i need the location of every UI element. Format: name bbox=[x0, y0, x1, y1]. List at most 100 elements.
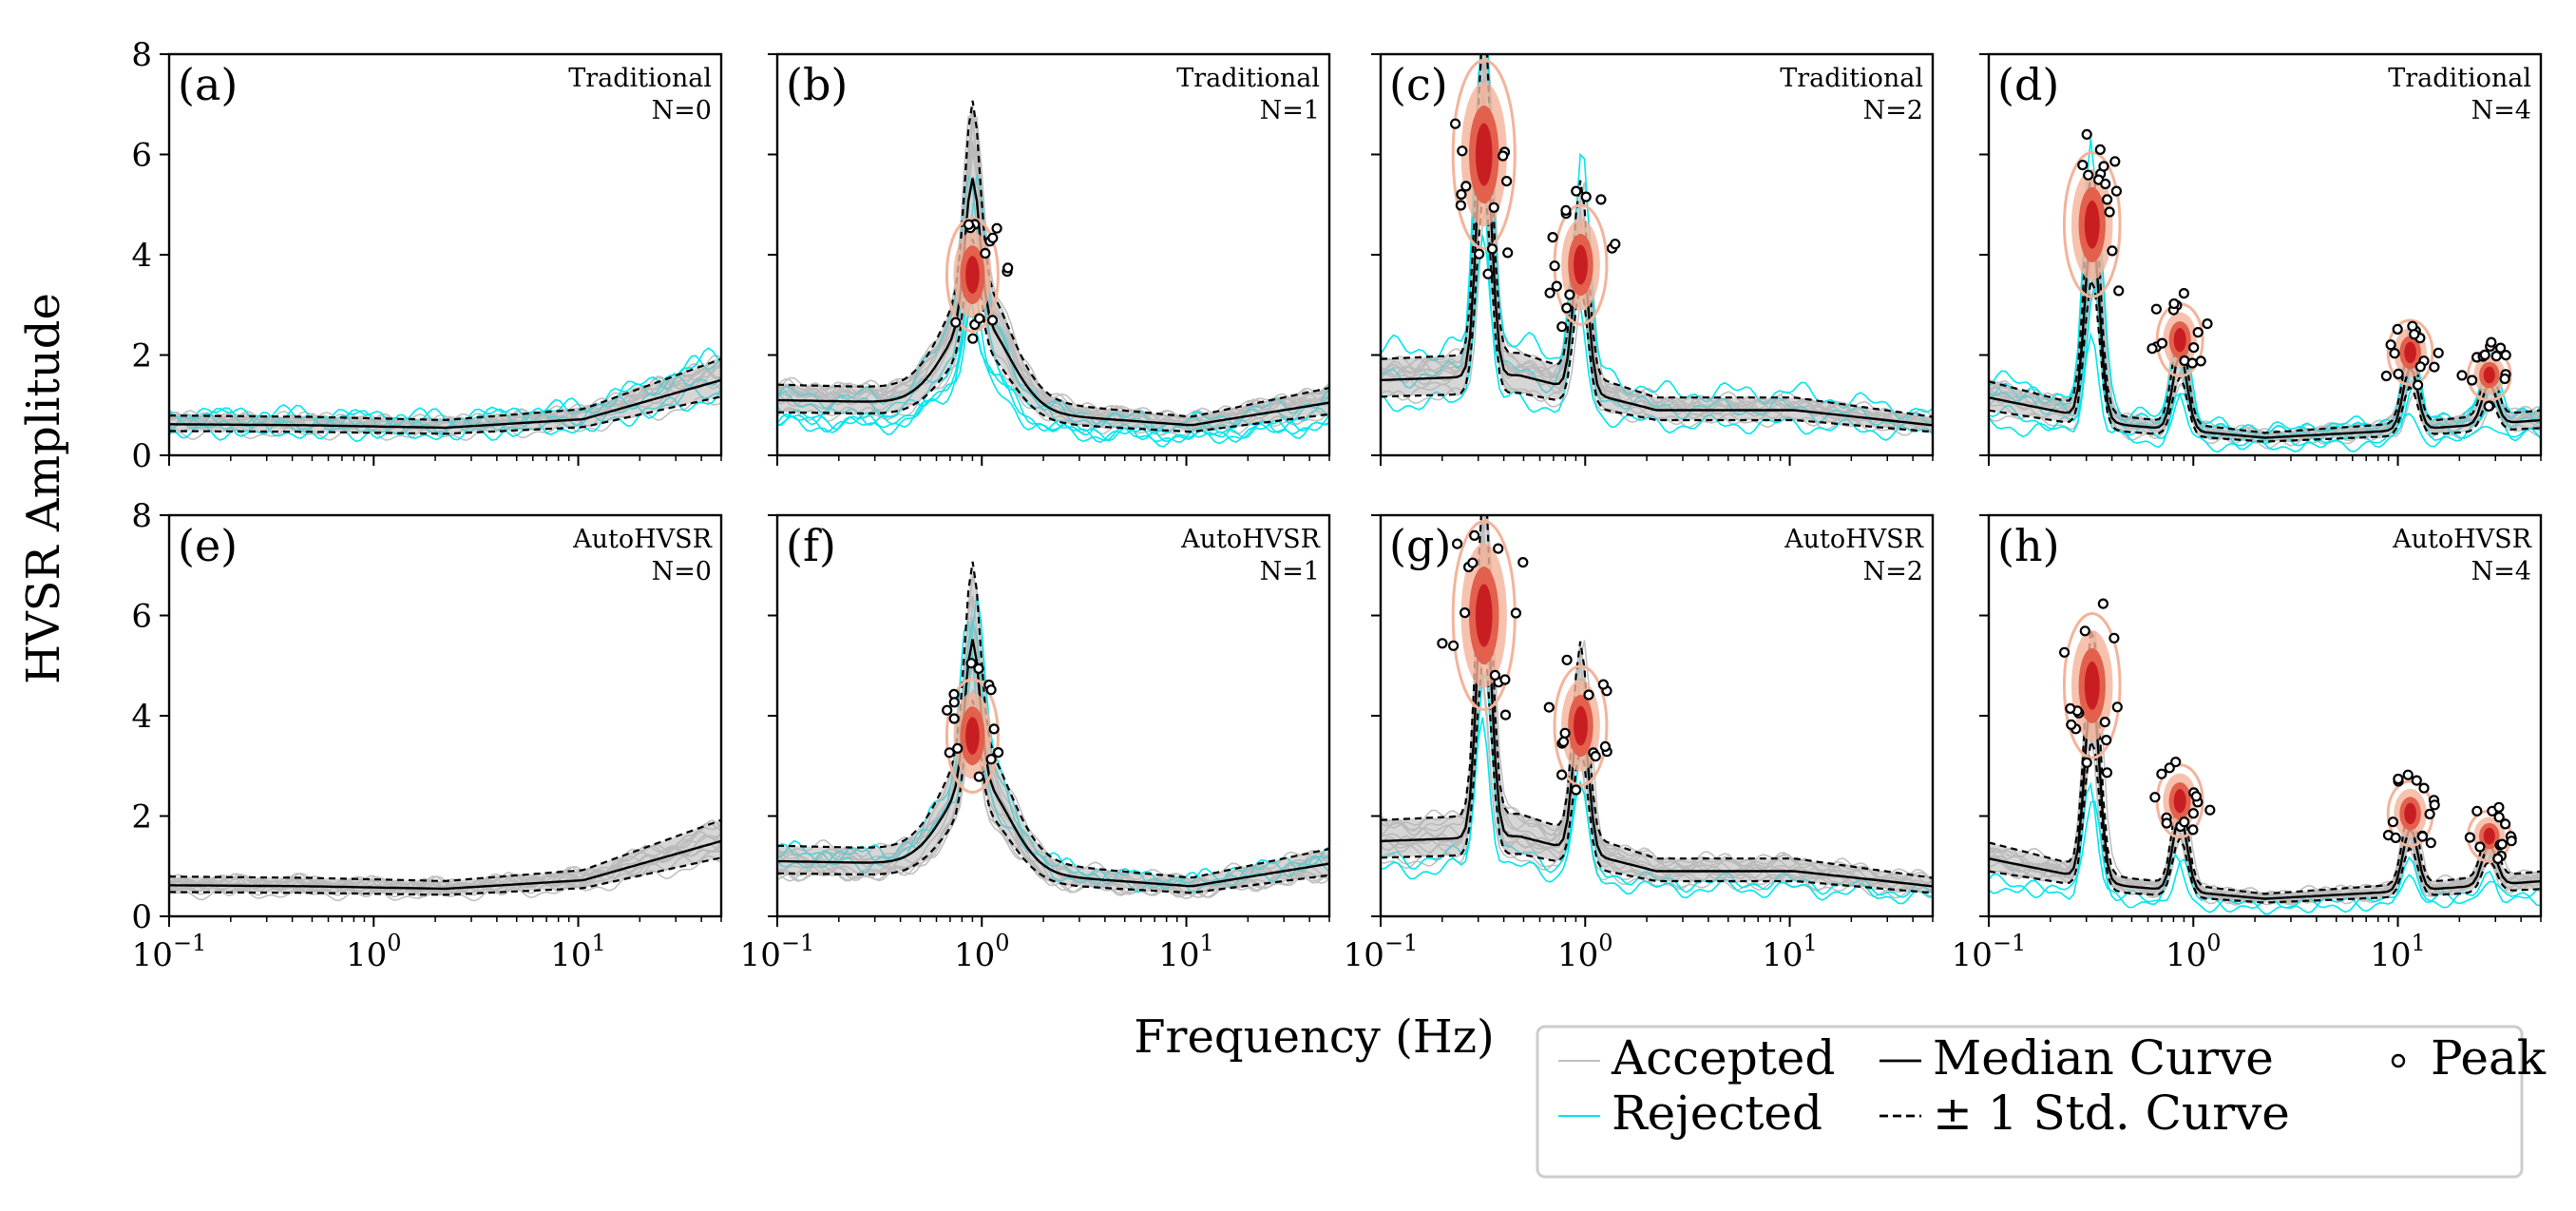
peak-marker bbox=[2079, 625, 2090, 637]
peak-marker bbox=[1488, 202, 1499, 213]
plot-content bbox=[1989, 598, 2541, 915]
peak-marker bbox=[2464, 832, 2475, 843]
peak-contour bbox=[1451, 59, 1517, 250]
peak-marker bbox=[1460, 181, 1472, 192]
peak-marker bbox=[2413, 379, 2424, 391]
plot-content bbox=[1989, 128, 2541, 453]
peak-marker bbox=[2492, 853, 2504, 865]
peak-marker bbox=[2109, 156, 2121, 167]
legend-label: Rejected bbox=[1612, 1086, 1822, 1141]
peak-marker bbox=[1543, 702, 1555, 713]
y-tick-label: 2 bbox=[131, 337, 152, 375]
panel-label: (e) bbox=[178, 520, 238, 571]
median-curve bbox=[777, 639, 1329, 888]
peak-marker bbox=[2425, 837, 2436, 849]
legend-label: Peak bbox=[2431, 1030, 2547, 1086]
plot-content bbox=[1381, 515, 1933, 905]
plot-area bbox=[169, 54, 721, 455]
panel-label-bg bbox=[172, 518, 237, 575]
peak-marker bbox=[2416, 831, 2429, 842]
panel-label-bg bbox=[1383, 518, 1448, 575]
peak-marker bbox=[952, 742, 964, 755]
subplot-f: 10−1 100 101 (f) AutoHVSR N=1 bbox=[740, 513, 1331, 974]
peak-marker bbox=[1549, 260, 1560, 272]
plot-area bbox=[169, 515, 721, 916]
peak-marker bbox=[2390, 832, 2401, 844]
plot-content bbox=[169, 347, 721, 443]
peak-cluster bbox=[1437, 520, 1529, 721]
peak-marker bbox=[1473, 248, 1485, 260]
method-label: AutoHVSR bbox=[2392, 525, 2532, 554]
peak-marker bbox=[1498, 150, 1509, 162]
std-curve-lower bbox=[169, 856, 721, 896]
subplot-g: 10−1 100 101 (g) AutoHVSR N=2 bbox=[1344, 513, 1935, 974]
legend-label: Accepted bbox=[1611, 1030, 1835, 1086]
peak-marker bbox=[2094, 144, 2106, 155]
peak-marker bbox=[1517, 556, 1529, 568]
peak-marker bbox=[2187, 808, 2199, 819]
x-tick-label: 101 bbox=[550, 930, 606, 974]
std-curve-upper bbox=[1381, 515, 1933, 879]
peak-contour bbox=[2483, 827, 2495, 845]
peak-marker bbox=[2099, 716, 2110, 728]
n-label: N=2 bbox=[1863, 96, 1923, 125]
method-label: Traditional bbox=[568, 64, 712, 93]
std-curve-upper bbox=[1989, 167, 2541, 434]
legend-label: ± 1 Std. Curve bbox=[1933, 1086, 2290, 1141]
x-tick-label: 100 bbox=[954, 930, 1010, 974]
peak-marker bbox=[2111, 702, 2123, 713]
std-curve-lower bbox=[1989, 277, 2541, 443]
peak-cluster bbox=[2062, 128, 2125, 298]
peak-marker bbox=[985, 754, 997, 765]
peak-marker bbox=[1469, 529, 1480, 542]
panel-label: (c) bbox=[1389, 59, 1448, 110]
median-curve bbox=[169, 378, 721, 430]
peak-marker bbox=[2179, 817, 2190, 828]
peak-marker bbox=[1583, 689, 1594, 701]
panel-label-bg bbox=[780, 518, 845, 575]
median-curve bbox=[777, 178, 1329, 427]
median-curve bbox=[1381, 120, 1933, 427]
y-tick-label: 4 bbox=[131, 698, 152, 736]
y-axis-label: HVSR Amplitude bbox=[17, 293, 70, 684]
y-tick-label: 0 bbox=[131, 437, 152, 475]
y-tick-label: 4 bbox=[131, 237, 152, 275]
legend-entry-median-curve: Median Curve bbox=[1880, 1030, 2274, 1086]
rejected-trace bbox=[1989, 287, 2541, 451]
panel-label-bg bbox=[780, 57, 845, 114]
peak-marker bbox=[1502, 247, 1514, 259]
panel-label: (a) bbox=[178, 59, 238, 110]
peak-marker bbox=[2164, 762, 2175, 774]
std-curve-upper bbox=[777, 100, 1329, 418]
peak-marker bbox=[2424, 808, 2435, 820]
std-curve-lower bbox=[1989, 738, 2541, 904]
n-label: N=1 bbox=[1260, 96, 1320, 125]
std-curve-upper bbox=[777, 561, 1329, 879]
peak-marker bbox=[2156, 768, 2167, 779]
peak-cluster bbox=[1543, 654, 1612, 796]
peak-marker bbox=[2161, 817, 2172, 829]
panel-label-bg bbox=[1383, 57, 1448, 114]
panel-label-bg bbox=[172, 57, 237, 114]
peak-marker bbox=[1610, 239, 1621, 250]
peak-marker bbox=[950, 317, 962, 328]
x-tick-label: 10−1 bbox=[1344, 930, 1419, 974]
peak-marker bbox=[2495, 342, 2507, 354]
panel-label: (h) bbox=[1997, 520, 2060, 571]
std-band bbox=[777, 100, 1329, 432]
peak-cluster bbox=[2464, 801, 2517, 865]
peak-cluster bbox=[945, 217, 1014, 344]
peak-marker bbox=[1493, 543, 1504, 554]
peak-marker bbox=[2493, 801, 2505, 813]
peak-marker bbox=[987, 232, 999, 243]
peak-contour bbox=[1553, 664, 1609, 787]
x-tick-label: 101 bbox=[1762, 930, 1818, 974]
peak-contour bbox=[2084, 201, 2100, 249]
peak-marker bbox=[2104, 206, 2115, 218]
panel-label-bg bbox=[1992, 518, 2056, 575]
std-curve-upper bbox=[169, 818, 721, 883]
plot-area bbox=[1989, 515, 2541, 916]
peak-marker bbox=[1556, 321, 1568, 333]
peak-marker bbox=[1500, 176, 1513, 187]
peak-marker bbox=[1510, 607, 1522, 619]
